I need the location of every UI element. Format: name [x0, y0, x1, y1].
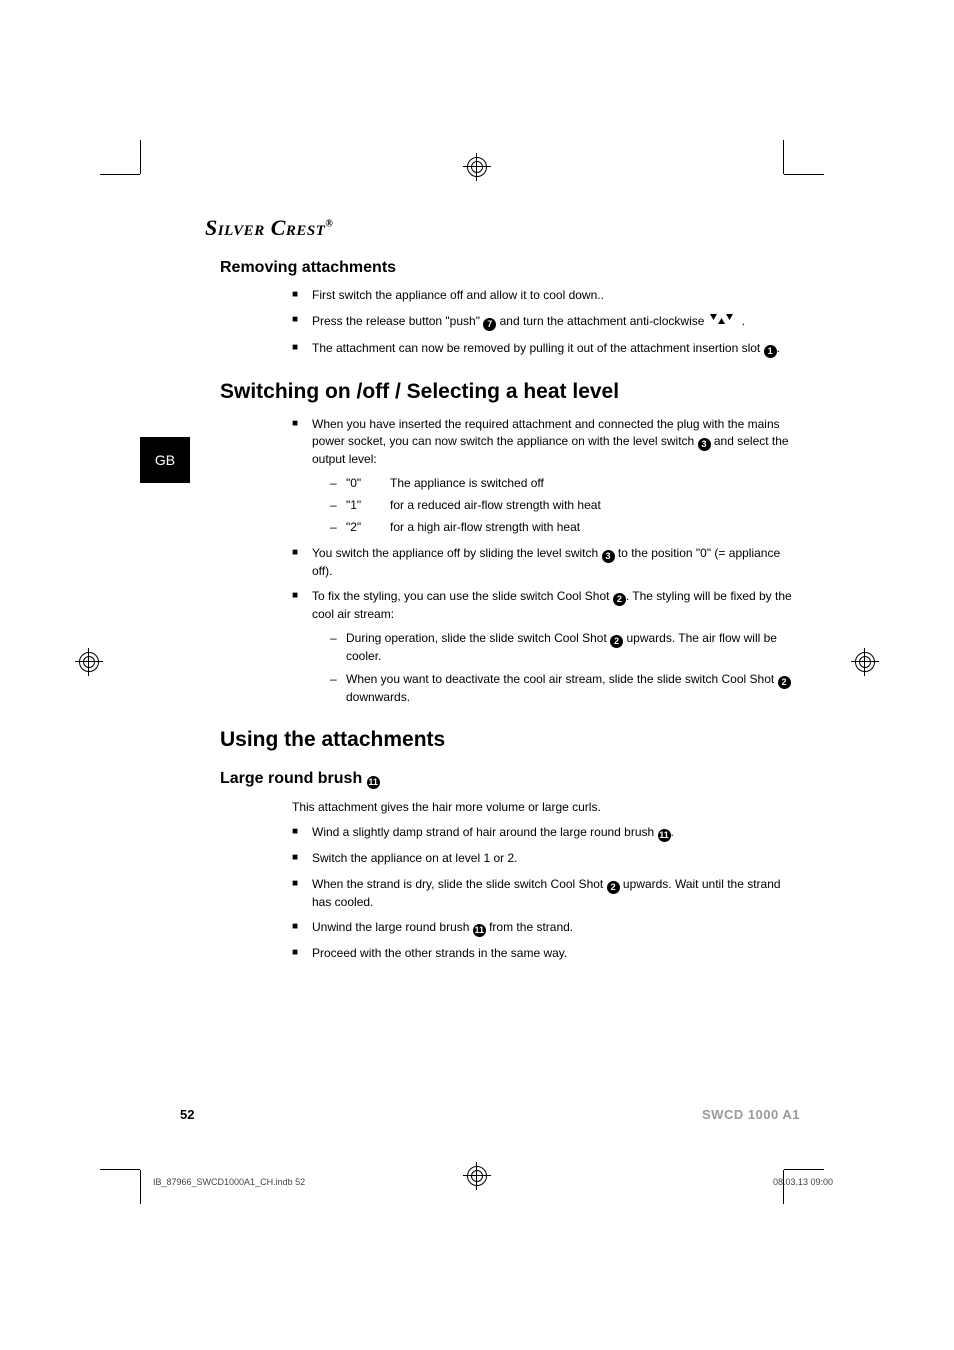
text: First switch the appliance off and allow…: [312, 288, 604, 302]
text: Wind a slightly damp strand of hair arou…: [312, 825, 658, 839]
text: Unwind the large round brush: [312, 920, 473, 934]
list-item: Proceed with the other strands in the sa…: [292, 945, 795, 962]
language-tab: GB: [140, 437, 190, 483]
text: When you want to deactivate the cool air…: [346, 672, 778, 686]
crop-mark: [783, 140, 784, 174]
heading-using: Using the attachments: [220, 728, 795, 752]
brand-logo: Silver Crest®: [205, 215, 795, 241]
page-content: Silver Crest® Removing attachments First…: [205, 215, 795, 971]
crop-mark: [783, 1170, 784, 1204]
ref-3-icon: 3: [602, 550, 615, 563]
print-timestamp: 08.03.13 09:00: [773, 1177, 833, 1187]
text: When the strand is dry, slide the slide …: [312, 877, 607, 891]
crop-mark: [100, 1169, 140, 1170]
sublist: During operation, slide the slide switch…: [330, 630, 795, 707]
level-list: "0"The appliance is switched off "1"for …: [330, 475, 795, 537]
ref-11-icon: 11: [367, 776, 380, 789]
page-footer: 52 SWCD 1000 A1: [180, 1107, 800, 1122]
ref-11-icon: 11: [658, 829, 671, 842]
text: downwards.: [346, 690, 410, 704]
registration-mark-icon: [75, 648, 103, 676]
text: You switch the appliance off by sliding …: [312, 546, 602, 560]
text: Press the release button "push": [312, 314, 483, 328]
text: and turn the attachment anti-clockwise: [496, 314, 707, 328]
ref-7-icon: 7: [483, 318, 496, 331]
heading-removing: Removing attachments: [220, 259, 795, 277]
level-desc: for a high air-flow strength with heat: [390, 519, 580, 536]
list-using: Wind a slightly damp strand of hair arou…: [292, 824, 795, 962]
text: .: [742, 314, 745, 328]
level-row: "1"for a reduced air-flow strength with …: [330, 497, 795, 514]
list-item: First switch the appliance off and allow…: [292, 287, 795, 304]
list-item: Unwind the large round brush 11 from the…: [292, 919, 795, 937]
list-switching: When you have inserted the required atta…: [292, 416, 795, 707]
crop-mark: [784, 174, 824, 175]
text: Switch the appliance on at level 1 or 2.: [312, 851, 517, 865]
level-desc: for a reduced air-flow strength with hea…: [390, 497, 601, 514]
ref-3-icon: 3: [698, 438, 711, 451]
list-item: You switch the appliance off by sliding …: [292, 545, 795, 580]
list-item: Wind a slightly damp strand of hair arou…: [292, 824, 795, 842]
ref-2-icon: 2: [778, 676, 791, 689]
level-row: "2"for a high air-flow strength with hea…: [330, 519, 795, 536]
ref-2-icon: 2: [610, 635, 623, 648]
page-number: 52: [180, 1107, 194, 1122]
registration-mark-icon: [851, 648, 879, 676]
ref-2-icon: 2: [613, 593, 626, 606]
text: During operation, slide the slide switch…: [346, 631, 610, 645]
anticlockwise-arrow-icon: [708, 312, 742, 331]
intro-text: This attachment gives the hair more volu…: [292, 799, 795, 816]
ref-2-icon: 2: [607, 881, 620, 894]
text: from the strand.: [486, 920, 573, 934]
list-item: When you want to deactivate the cool air…: [330, 671, 795, 706]
list-removing: First switch the appliance off and allow…: [292, 287, 795, 358]
text: .: [777, 341, 780, 355]
level-key: "1": [346, 497, 390, 514]
crop-mark: [140, 140, 141, 174]
text: The attachment can now be removed by pul…: [312, 341, 764, 355]
text: Large round brush: [220, 770, 367, 787]
level-key: "2": [346, 519, 390, 536]
level-key: "0": [346, 475, 390, 492]
level-row: "0"The appliance is switched off: [330, 475, 795, 492]
model-number: SWCD 1000 A1: [702, 1107, 800, 1122]
list-item: To fix the styling, you can use the slid…: [292, 588, 795, 706]
crop-mark: [784, 1169, 824, 1170]
level-desc: The appliance is switched off: [390, 475, 544, 492]
list-item: Switch the appliance on at level 1 or 2.: [292, 850, 795, 867]
crop-mark: [100, 174, 140, 175]
print-metadata: IB_87966_SWCD1000A1_CH.indb 52 08.03.13 …: [153, 1177, 833, 1187]
text: To fix the styling, you can use the slid…: [312, 589, 613, 603]
list-item: When the strand is dry, slide the slide …: [292, 876, 795, 911]
list-item: When you have inserted the required atta…: [292, 416, 795, 537]
text: Proceed with the other strands in the sa…: [312, 946, 567, 960]
list-item: Press the release button "push" 7 and tu…: [292, 312, 795, 331]
heading-large-brush: Large round brush 11: [220, 770, 795, 789]
crop-mark: [140, 1170, 141, 1204]
ref-11-icon: 11: [473, 924, 486, 937]
print-file: IB_87966_SWCD1000A1_CH.indb 52: [153, 1177, 305, 1187]
registration-mark-icon: [463, 153, 491, 181]
text: .: [671, 825, 674, 839]
heading-switching: Switching on /off / Selecting a heat lev…: [220, 380, 795, 404]
ref-1-icon: 1: [764, 345, 777, 358]
list-item: During operation, slide the slide switch…: [330, 630, 795, 665]
list-item: The attachment can now be removed by pul…: [292, 340, 795, 358]
